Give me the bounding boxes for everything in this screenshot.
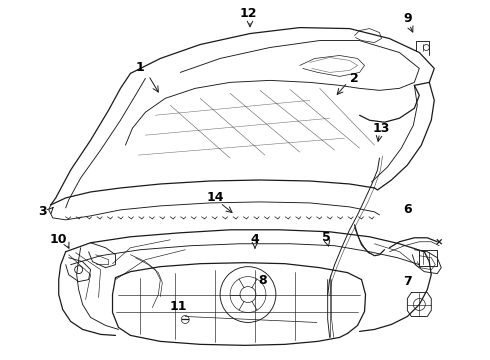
Text: 3: 3 bbox=[39, 205, 47, 219]
Text: 6: 6 bbox=[403, 203, 412, 216]
Text: 11: 11 bbox=[170, 300, 187, 313]
Text: 13: 13 bbox=[373, 122, 390, 135]
Text: 10: 10 bbox=[50, 233, 68, 246]
Text: 14: 14 bbox=[206, 192, 224, 204]
Text: 12: 12 bbox=[239, 7, 257, 20]
Text: 9: 9 bbox=[403, 12, 412, 25]
Text: 2: 2 bbox=[350, 72, 359, 85]
Text: 5: 5 bbox=[322, 231, 331, 244]
Text: 7: 7 bbox=[403, 275, 412, 288]
Text: 1: 1 bbox=[136, 61, 145, 74]
Text: 4: 4 bbox=[250, 233, 259, 246]
Text: 8: 8 bbox=[259, 274, 267, 287]
